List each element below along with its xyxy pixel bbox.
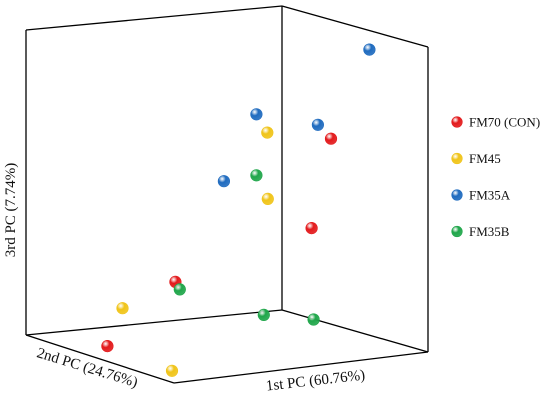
- data-point-fm35a-2: [311, 118, 325, 131]
- data-point-fm35b-1: [250, 169, 263, 182]
- legend-marker-4: [451, 225, 463, 238]
- legend: FM70 (CON) FM45 FM35A FM35B: [451, 115, 540, 239]
- z-axis-label: 3rd PC (7.74%): [3, 163, 19, 258]
- data-point-fm35b-2: [173, 283, 186, 296]
- data-point-fm35b-4: [257, 308, 270, 322]
- data-point-fm45-3: [116, 302, 129, 315]
- legend-marker-1: [451, 116, 463, 128]
- data-point-fm45-4: [165, 364, 179, 377]
- legend-label-2: FM45: [469, 151, 501, 166]
- legend-label-4: FM35B: [469, 224, 510, 239]
- legend-marker-3: [451, 189, 463, 201]
- data-point-fm45-2: [261, 192, 274, 205]
- legend-label-1: FM70 (CON): [469, 115, 540, 130]
- floor-front-edge: [173, 351, 429, 384]
- data-point-fm70-con-2: [305, 222, 318, 235]
- floor-left-edge: [25, 334, 175, 384]
- y-axis-label: 2nd PC (24.76%): [35, 345, 140, 391]
- back-top-edge: [25, 5, 283, 31]
- back-bottom-edge: [25, 309, 283, 336]
- legend-label-3: FM35A: [469, 188, 511, 203]
- x-axis-label: 1st PC (60.76%): [265, 367, 366, 394]
- data-point-fm45-1: [261, 126, 274, 139]
- data-point-fm70-con-4: [101, 340, 114, 353]
- 3d-box-frame: [25, 5, 429, 384]
- data-point-fm35a-4: [250, 108, 263, 121]
- right-top-edge: [281, 5, 429, 48]
- data-point-fm70-con-1: [324, 132, 338, 145]
- data-point-fm35a-3: [217, 175, 230, 188]
- data-points: [101, 43, 376, 377]
- legend-marker-2: [451, 152, 463, 165]
- data-point-fm35a-1: [363, 43, 376, 56]
- right-bottom-edge: [281, 309, 429, 353]
- data-point-fm35b-3: [307, 313, 320, 326]
